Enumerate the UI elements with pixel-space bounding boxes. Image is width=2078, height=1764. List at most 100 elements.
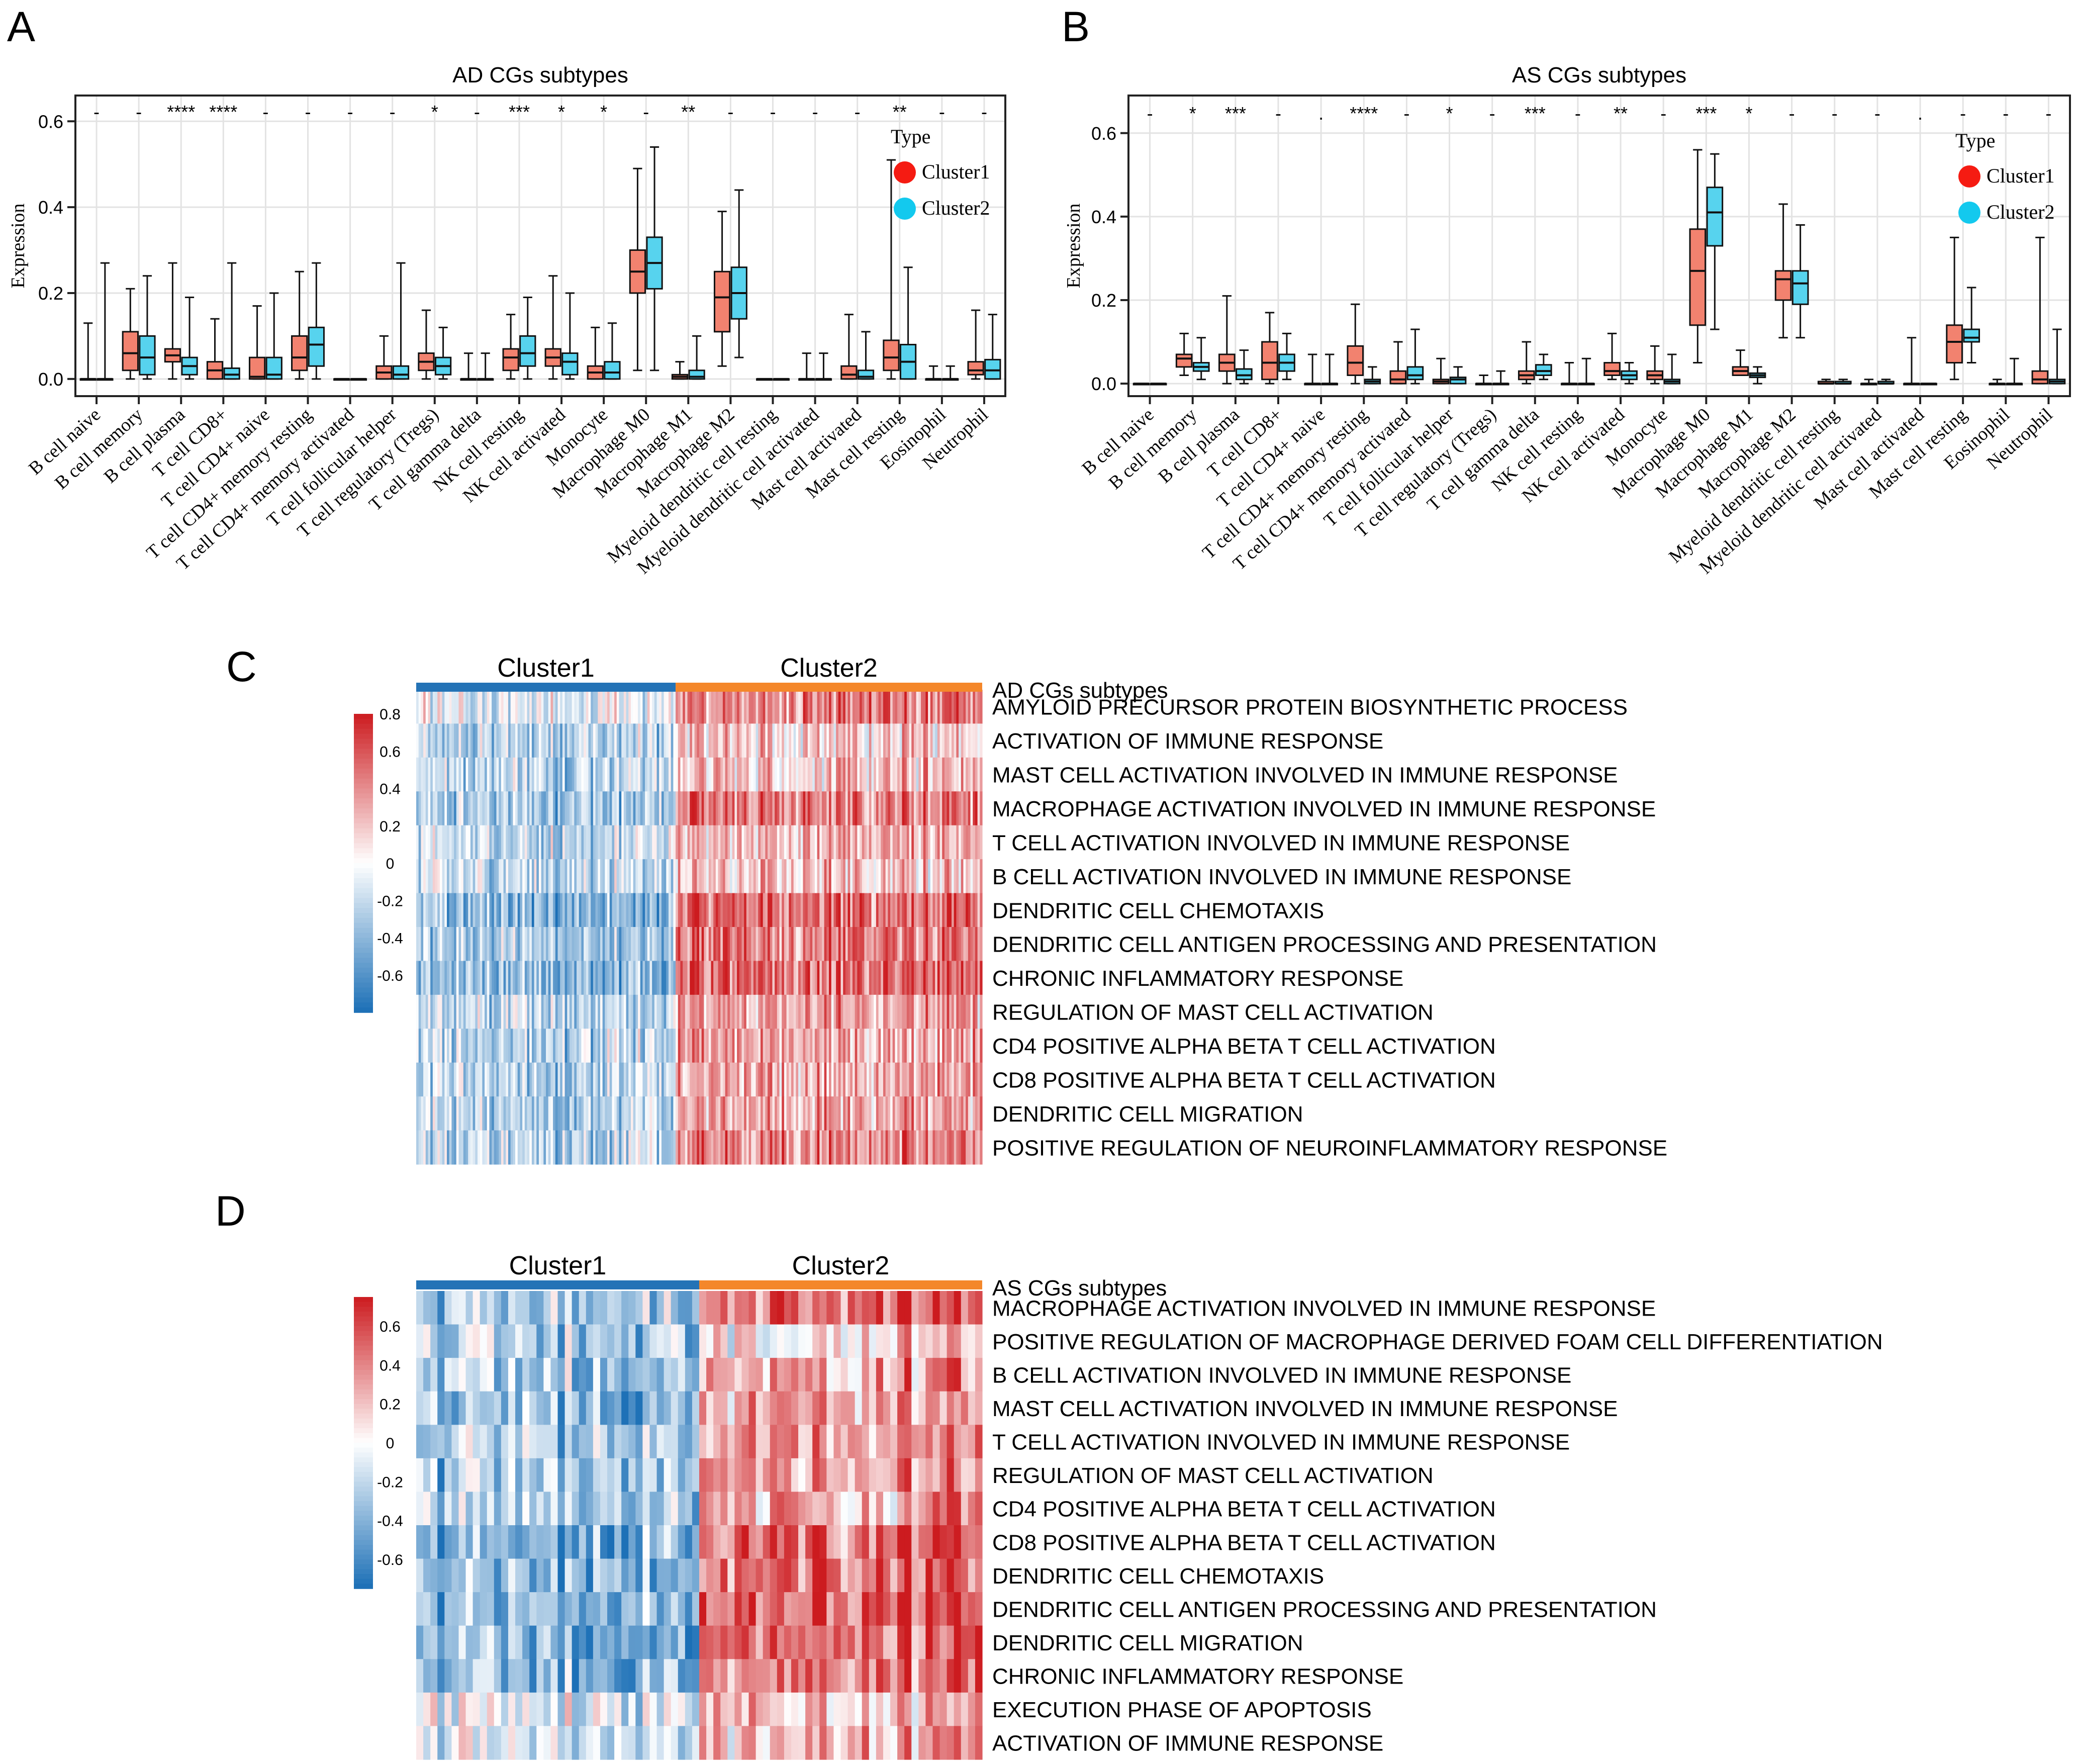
heatmap-cell xyxy=(869,1358,877,1392)
heatmap-cell xyxy=(930,791,933,826)
heatmap-cell xyxy=(607,1062,610,1097)
heatmap-cell xyxy=(980,1130,983,1165)
heatmap-cell xyxy=(598,1096,601,1131)
heatmap-cell xyxy=(758,690,761,724)
heatmap-cell xyxy=(473,1592,481,1626)
heatmap-cell xyxy=(763,961,766,995)
heatmap-cell xyxy=(543,1391,551,1425)
heatmap-cell xyxy=(819,1525,827,1559)
heatmap-cell xyxy=(492,1062,495,1097)
heatmap-cell xyxy=(534,757,537,792)
heatmap-cell xyxy=(482,1062,485,1097)
heatmap-cell xyxy=(503,1062,506,1097)
heatmap-cell xyxy=(661,1029,665,1063)
heatmap-cell xyxy=(671,1096,674,1131)
heatmap-cell xyxy=(932,690,935,724)
heatmap-cell xyxy=(515,690,518,724)
heatmap-cell xyxy=(921,961,924,995)
heatmap-cell xyxy=(862,690,865,724)
heatmap-cell xyxy=(503,690,506,724)
heatmap-cell xyxy=(704,1029,707,1063)
heatmap-cell xyxy=(451,893,454,927)
heatmap-cell xyxy=(791,1425,799,1459)
heatmap-cell xyxy=(557,1525,565,1559)
heatmap-cell xyxy=(506,690,509,724)
heatmap-cell xyxy=(569,690,573,724)
heatmap-cell xyxy=(949,1130,952,1165)
heatmap-cell xyxy=(890,690,893,724)
heatmap-cell xyxy=(942,994,945,1029)
heatmap-cell xyxy=(557,1592,565,1626)
heatmap-cell xyxy=(517,927,521,962)
heatmap-cell xyxy=(928,825,931,860)
heatmap-cell xyxy=(852,723,856,758)
heatmap-cell xyxy=(741,1458,749,1493)
heatmap-cell xyxy=(847,961,851,995)
heatmap-cell xyxy=(805,1291,813,1325)
heatmap-cell xyxy=(423,757,426,792)
heatmap-cell xyxy=(638,893,641,927)
heatmap-cell xyxy=(428,1130,431,1165)
heatmap-cell xyxy=(729,825,733,860)
heatmap-cell xyxy=(836,1130,839,1165)
heatmap-cell xyxy=(465,825,468,860)
heatmap-cell xyxy=(654,690,657,724)
heatmap-cell xyxy=(909,690,912,724)
heatmap-cell xyxy=(692,690,695,724)
heatmap-cell xyxy=(918,1558,926,1593)
heatmap-cell xyxy=(437,859,440,894)
heatmap-cell xyxy=(529,961,532,995)
heatmap-cell xyxy=(461,690,464,724)
heatmap-cell xyxy=(642,1029,645,1063)
heatmap-cell xyxy=(487,994,490,1029)
heatmap-cell xyxy=(706,1324,714,1358)
heatmap-cell xyxy=(843,723,846,758)
heatmap-cell xyxy=(786,791,789,826)
heatmap-cell xyxy=(892,927,896,962)
heatmap-cell xyxy=(477,961,481,995)
heatmap-cell xyxy=(581,825,584,860)
heatmap-cell xyxy=(711,1096,714,1131)
heatmap-cell xyxy=(628,1130,631,1165)
heatmap-cell xyxy=(432,791,436,826)
heatmap-cell xyxy=(833,791,836,826)
heatmap-cell xyxy=(645,859,648,894)
heatmap-cell xyxy=(463,893,466,927)
heatmap-cell xyxy=(925,1458,933,1493)
heatmap-cell xyxy=(741,1492,749,1526)
heatmap-cell xyxy=(930,961,933,995)
heatmap-cell xyxy=(864,791,867,826)
heatmap-cell xyxy=(475,893,478,927)
heatmap-cell xyxy=(838,994,841,1029)
heatmap-cell xyxy=(860,859,863,894)
heatmap-cell xyxy=(704,1062,707,1097)
heatmap-cell xyxy=(904,1029,907,1063)
heatmap-cell xyxy=(966,893,969,927)
heatmap-cell xyxy=(593,757,596,792)
heatmap-cell xyxy=(574,893,577,927)
heatmap-cell xyxy=(944,1062,948,1097)
heatmap-cell xyxy=(621,1130,624,1165)
heatmap-cell xyxy=(741,1291,749,1325)
heatmap-cell xyxy=(692,1458,700,1493)
heatmap-cell xyxy=(616,961,620,995)
heatmap-cell xyxy=(883,1130,886,1165)
heatmap-cell xyxy=(932,927,935,962)
heatmap-cell xyxy=(949,927,952,962)
heatmap-cell xyxy=(593,825,596,860)
heatmap-cell xyxy=(748,1558,757,1593)
heatmap-cell xyxy=(906,927,910,962)
heatmap-cell xyxy=(862,1358,870,1392)
heatmap-cell xyxy=(812,1029,815,1063)
heatmap-cell xyxy=(939,1391,948,1425)
heatmap-cell xyxy=(456,723,459,758)
heatmap-cell xyxy=(708,825,712,860)
heatmap-cell xyxy=(649,1291,657,1325)
colorbar-segment xyxy=(354,744,373,750)
heatmap-cell xyxy=(763,1558,771,1593)
heatmap-cell xyxy=(751,1062,754,1097)
heatmap-cell xyxy=(499,723,502,758)
heatmap-cell xyxy=(918,1492,926,1526)
heatmap-cell xyxy=(937,690,940,724)
heatmap-cell xyxy=(550,1324,558,1358)
